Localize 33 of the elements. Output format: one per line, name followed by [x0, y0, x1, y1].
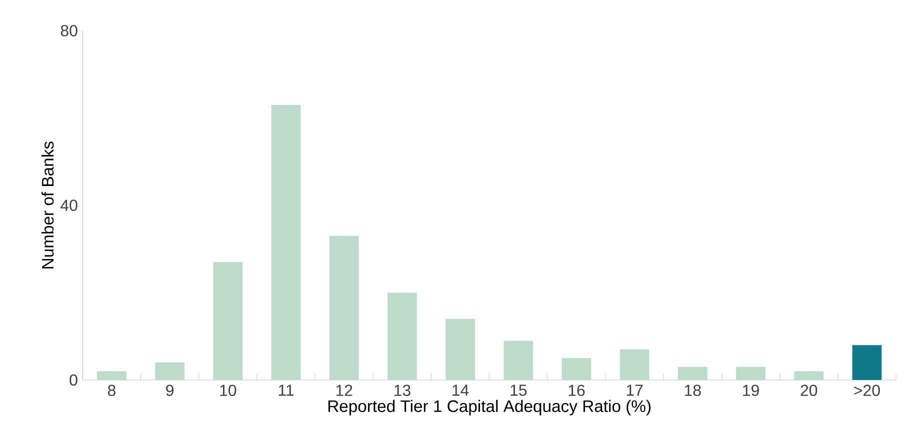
x-tick-label: 14	[452, 384, 469, 396]
x-tick-label: 13	[394, 384, 410, 396]
x-tick-label: 18	[684, 384, 701, 396]
x-tick-label: 10	[220, 384, 236, 396]
bar	[329, 236, 359, 380]
x-tick-label: 20	[800, 384, 818, 396]
bar	[388, 292, 417, 380]
x-tick-label: 15	[510, 384, 527, 396]
x-tick-label: 8	[108, 384, 116, 396]
bar	[794, 371, 824, 380]
y-tick-label: 40	[60, 200, 78, 211]
bar	[620, 349, 650, 380]
x-tick-label: 17	[626, 384, 643, 396]
bar	[155, 362, 184, 380]
bar	[97, 371, 126, 380]
bar	[213, 262, 243, 380]
x-tick-label: 9	[166, 384, 174, 396]
x-axis-title: Reported Tier 1 Capital Adequacy Ratio (%)	[328, 400, 650, 416]
x-tick-label: 12	[336, 384, 352, 396]
x-tick-label: >20	[854, 384, 880, 396]
x-tick-label: 19	[743, 384, 759, 396]
x-tick-label: 11	[278, 384, 294, 396]
bar	[446, 318, 475, 380]
y-axis-title: Number of Banks	[41, 142, 54, 268]
y-tick-label: 0	[70, 374, 78, 386]
bar	[852, 345, 882, 380]
bar	[678, 366, 708, 380]
bar	[736, 366, 766, 380]
bar	[562, 358, 592, 380]
y-tick-label: 80	[60, 25, 78, 36]
bar	[504, 340, 534, 380]
bar	[271, 104, 301, 380]
x-tick-label: 16	[568, 384, 585, 396]
